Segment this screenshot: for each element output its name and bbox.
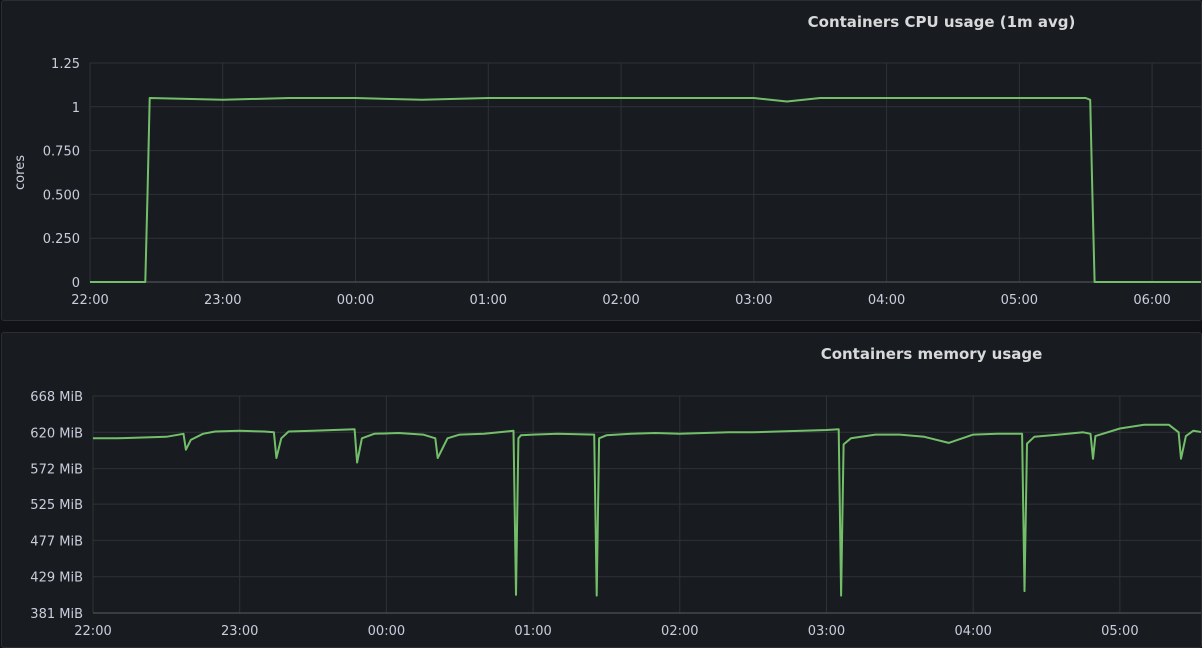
- x-tick-label: 01:00: [514, 624, 551, 639]
- memory-chart: 381 MiB 429 MiB 477 MiB 525 MiB 572 MiB 620 M…: [30, 390, 1202, 639]
- x-tick-label: 23:00: [204, 293, 241, 308]
- y-tick-label: 572 MiB: [30, 463, 83, 478]
- x-tick-label: 00:00: [368, 624, 405, 639]
- memory-usage-panel[interactable]: Containers memory usage 381 MiB 429 MiB 47…: [1, 332, 1202, 648]
- y-tick-label: 1: [72, 101, 80, 116]
- y-tick-label: 0: [72, 276, 80, 291]
- x-tick-label: 02:00: [602, 293, 639, 308]
- cpu-panel-title[interactable]: Containers CPU usage (1m avg): [807, 13, 1076, 31]
- x-tick-label: 22:00: [71, 293, 108, 308]
- y-tick-label: 620 MiB: [30, 426, 83, 441]
- x-tick-label: 00:00: [337, 293, 374, 308]
- y-tick-label: 1.25: [51, 57, 80, 72]
- y-tick-label: 429 MiB: [30, 571, 83, 586]
- series-line[interactable]: [93, 423, 1202, 597]
- series-line[interactable]: [90, 97, 1202, 283]
- y-tick-label: 477 MiB: [30, 534, 83, 549]
- memory-panel-title[interactable]: Containers memory usage: [820, 345, 1043, 363]
- y-tick-label: 668 MiB: [30, 390, 83, 405]
- x-tick-label: 02:00: [661, 624, 698, 639]
- x-tick-label: 05:00: [1101, 624, 1138, 639]
- y-tick-label: 381 MiB: [30, 607, 83, 622]
- x-tick-label: 01:00: [470, 293, 507, 308]
- x-tick-label: 04:00: [954, 624, 991, 639]
- y-tick-label: 0.750: [43, 145, 80, 160]
- x-tick-label: 03:00: [808, 624, 845, 639]
- x-tick-label: 23:00: [221, 624, 258, 639]
- x-tick-label: 04:00: [868, 293, 905, 308]
- y-tick-label: 0.500: [43, 188, 80, 203]
- cpu-usage-panel[interactable]: Containers CPU usage (1m avg) 0 0.250 0.50…: [1, 0, 1202, 321]
- x-tick-label: 22:00: [74, 624, 111, 639]
- x-tick-label: 03:00: [735, 293, 772, 308]
- x-tick-label: 06:00: [1133, 293, 1170, 308]
- cpu-chart: 0 0.250 0.500 0.750 1 1.25 22:00 23:00 00:00 01:0…: [13, 57, 1202, 308]
- x-tick-label: 05:00: [1001, 293, 1038, 308]
- y-tick-label: 525 MiB: [30, 498, 83, 513]
- y-axis-label: cores: [13, 155, 28, 190]
- y-tick-label: 0.250: [43, 232, 80, 247]
